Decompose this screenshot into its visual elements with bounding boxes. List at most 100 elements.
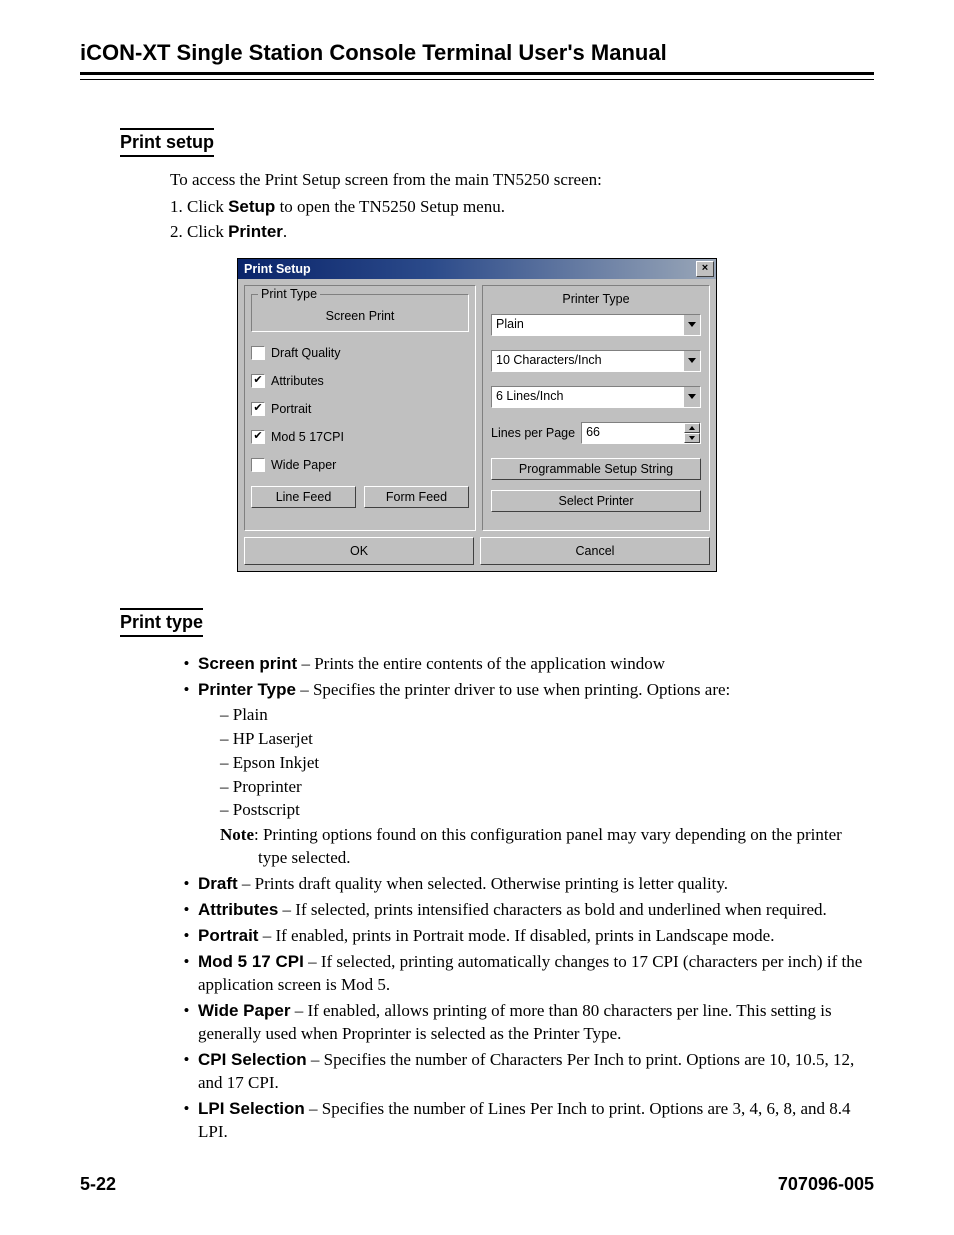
lpp-value: 66 [582,423,684,443]
list-item: Wide Paper – If enabled, allows printing… [198,1000,874,1046]
step2-bold: Printer [228,222,283,241]
printer-type-combo[interactable]: Plain [491,314,701,336]
desc: – Specifies the printer driver to use wh… [296,680,730,699]
option: Postscript [220,799,874,822]
term: CPI Selection [198,1050,307,1069]
step1-prefix: 1. Click [170,197,228,216]
option: Plain [220,704,874,727]
close-button[interactable]: × [696,261,714,277]
combo-value: Plain [492,315,683,335]
checkbox-label: Draft Quality [271,346,340,360]
doc-number: 707096-005 [778,1174,874,1195]
cpi-combo[interactable]: 10 Characters/Inch [491,350,701,372]
checkbox-attributes[interactable]: ✔ Attributes [251,374,469,388]
section-heading-print-type: Print type [120,608,203,637]
printer-type-note: Note: Printing options found on this con… [258,824,874,870]
dialog-columns: Print Type Screen Print Draft Quality ✔ … [244,285,710,531]
checkbox-label: Wide Paper [271,458,336,472]
term: LPI Selection [198,1099,305,1118]
checkbox-wide-paper[interactable]: Wide Paper [251,458,469,472]
close-icon: × [702,263,708,274]
print-setup-body: To access the Print Setup screen from th… [170,169,874,244]
checkbox-icon [251,346,265,360]
lines-per-page-row: Lines per Page 66 [491,422,701,444]
print-type-fieldset: Print Type Screen Print [251,294,469,332]
list-item: Portrait – If enabled, prints in Portrai… [198,925,874,948]
print-type-body: Screen print – Prints the entire content… [170,653,874,1144]
dialog-bottom-row: OK Cancel [244,537,710,565]
left-panel: Print Type Screen Print Draft Quality ✔ … [244,285,476,531]
list-item: CPI Selection – Specifies the number of … [198,1049,874,1095]
desc: – Prints the entire contents of the appl… [297,654,665,673]
step1-bold: Setup [228,197,275,216]
chevron-down-icon [689,436,695,440]
step2-prefix: 2. Click [170,222,228,241]
options-list: Plain HP Laserjet Epson Inkjet Proprinte… [220,704,874,823]
cancel-button[interactable]: Cancel [480,537,710,565]
chevron-up-icon [689,426,695,430]
lpp-spinner [684,423,700,443]
list-item: LPI Selection – Specifies the number of … [198,1098,874,1144]
desc: – Prints draft quality when selected. Ot… [238,874,728,893]
chevron-down-icon[interactable] [683,387,700,407]
screen-print-label: Screen Print [260,309,460,323]
title-rule [80,72,874,80]
list-item: Printer Type – Specifies the printer dri… [198,679,874,871]
term: Screen print [198,654,297,673]
spin-up-button[interactable] [684,423,700,433]
dialog-body: Print Type Screen Print Draft Quality ✔ … [238,279,716,571]
option: HP Laserjet [220,728,874,751]
printer-type-label: Printer Type [491,292,701,306]
select-printer-button[interactable]: Select Printer [491,490,701,512]
note-text: : Printing options found on this configu… [254,825,842,867]
fieldset-legend: Print Type [258,287,320,301]
checkbox-portrait[interactable]: ✔ Portrait [251,402,469,416]
step-2: 2. Click Printer. [170,221,874,244]
dialog-figure: Print Setup × Print Type Screen Print Dr… [80,258,874,572]
term: Printer Type [198,680,296,699]
dialog-title: Print Setup [244,262,311,276]
manual-title: iCON-XT Single Station Console Terminal … [80,40,874,66]
form-feed-button[interactable]: Form Feed [364,486,469,508]
programmable-setup-button[interactable]: Programmable Setup String [491,458,701,480]
term: Portrait [198,926,258,945]
lpp-label: Lines per Page [491,426,575,440]
combo-value: 10 Characters/Inch [492,351,683,371]
note-bold: Note [220,825,254,844]
lpi-combo[interactable]: 6 Lines/Inch [491,386,701,408]
print-setup-dialog: Print Setup × Print Type Screen Print Dr… [237,258,717,572]
term: Attributes [198,900,278,919]
lpp-input[interactable]: 66 [581,422,701,444]
intro-text: To access the Print Setup screen from th… [170,169,874,192]
checkbox-label: Mod 5 17CPI [271,430,344,444]
left-button-row: Line Feed Form Feed [251,486,469,508]
checkbox-icon [251,458,265,472]
checkbox-label: Portrait [271,402,311,416]
section-heading-print-setup: Print setup [120,128,214,157]
spin-down-button[interactable] [684,433,700,443]
dialog-titlebar[interactable]: Print Setup × [238,259,716,279]
checkbox-draft-quality[interactable]: Draft Quality [251,346,469,360]
ok-button[interactable]: OK [244,537,474,565]
step-1: 1. Click Setup to open the TN5250 Setup … [170,196,874,219]
step1-suffix: to open the TN5250 Setup menu. [275,197,505,216]
page-number: 5-22 [80,1174,116,1195]
right-panel: Printer Type Plain 10 Characters/Inch 6 … [482,285,710,531]
desc: – If enabled, allows printing of more th… [198,1001,832,1043]
term: Mod 5 17 CPI [198,952,304,971]
list-item: Screen print – Prints the entire content… [198,653,874,676]
checkbox-label: Attributes [271,374,324,388]
list-item: Mod 5 17 CPI – If selected, printing aut… [198,951,874,997]
checkbox-mod5[interactable]: ✔ Mod 5 17CPI [251,430,469,444]
list-item: Attributes – If selected, prints intensi… [198,899,874,922]
checkbox-icon: ✔ [251,402,265,416]
line-feed-button[interactable]: Line Feed [251,486,356,508]
step2-suffix: . [283,222,287,241]
desc: – If enabled, prints in Portrait mode. I… [258,926,774,945]
chevron-down-icon[interactable] [683,315,700,335]
list-item: Draft – Prints draft quality when select… [198,873,874,896]
desc: – If selected, prints intensified charac… [278,900,827,919]
combo-value: 6 Lines/Inch [492,387,683,407]
term: Draft [198,874,238,893]
chevron-down-icon[interactable] [683,351,700,371]
